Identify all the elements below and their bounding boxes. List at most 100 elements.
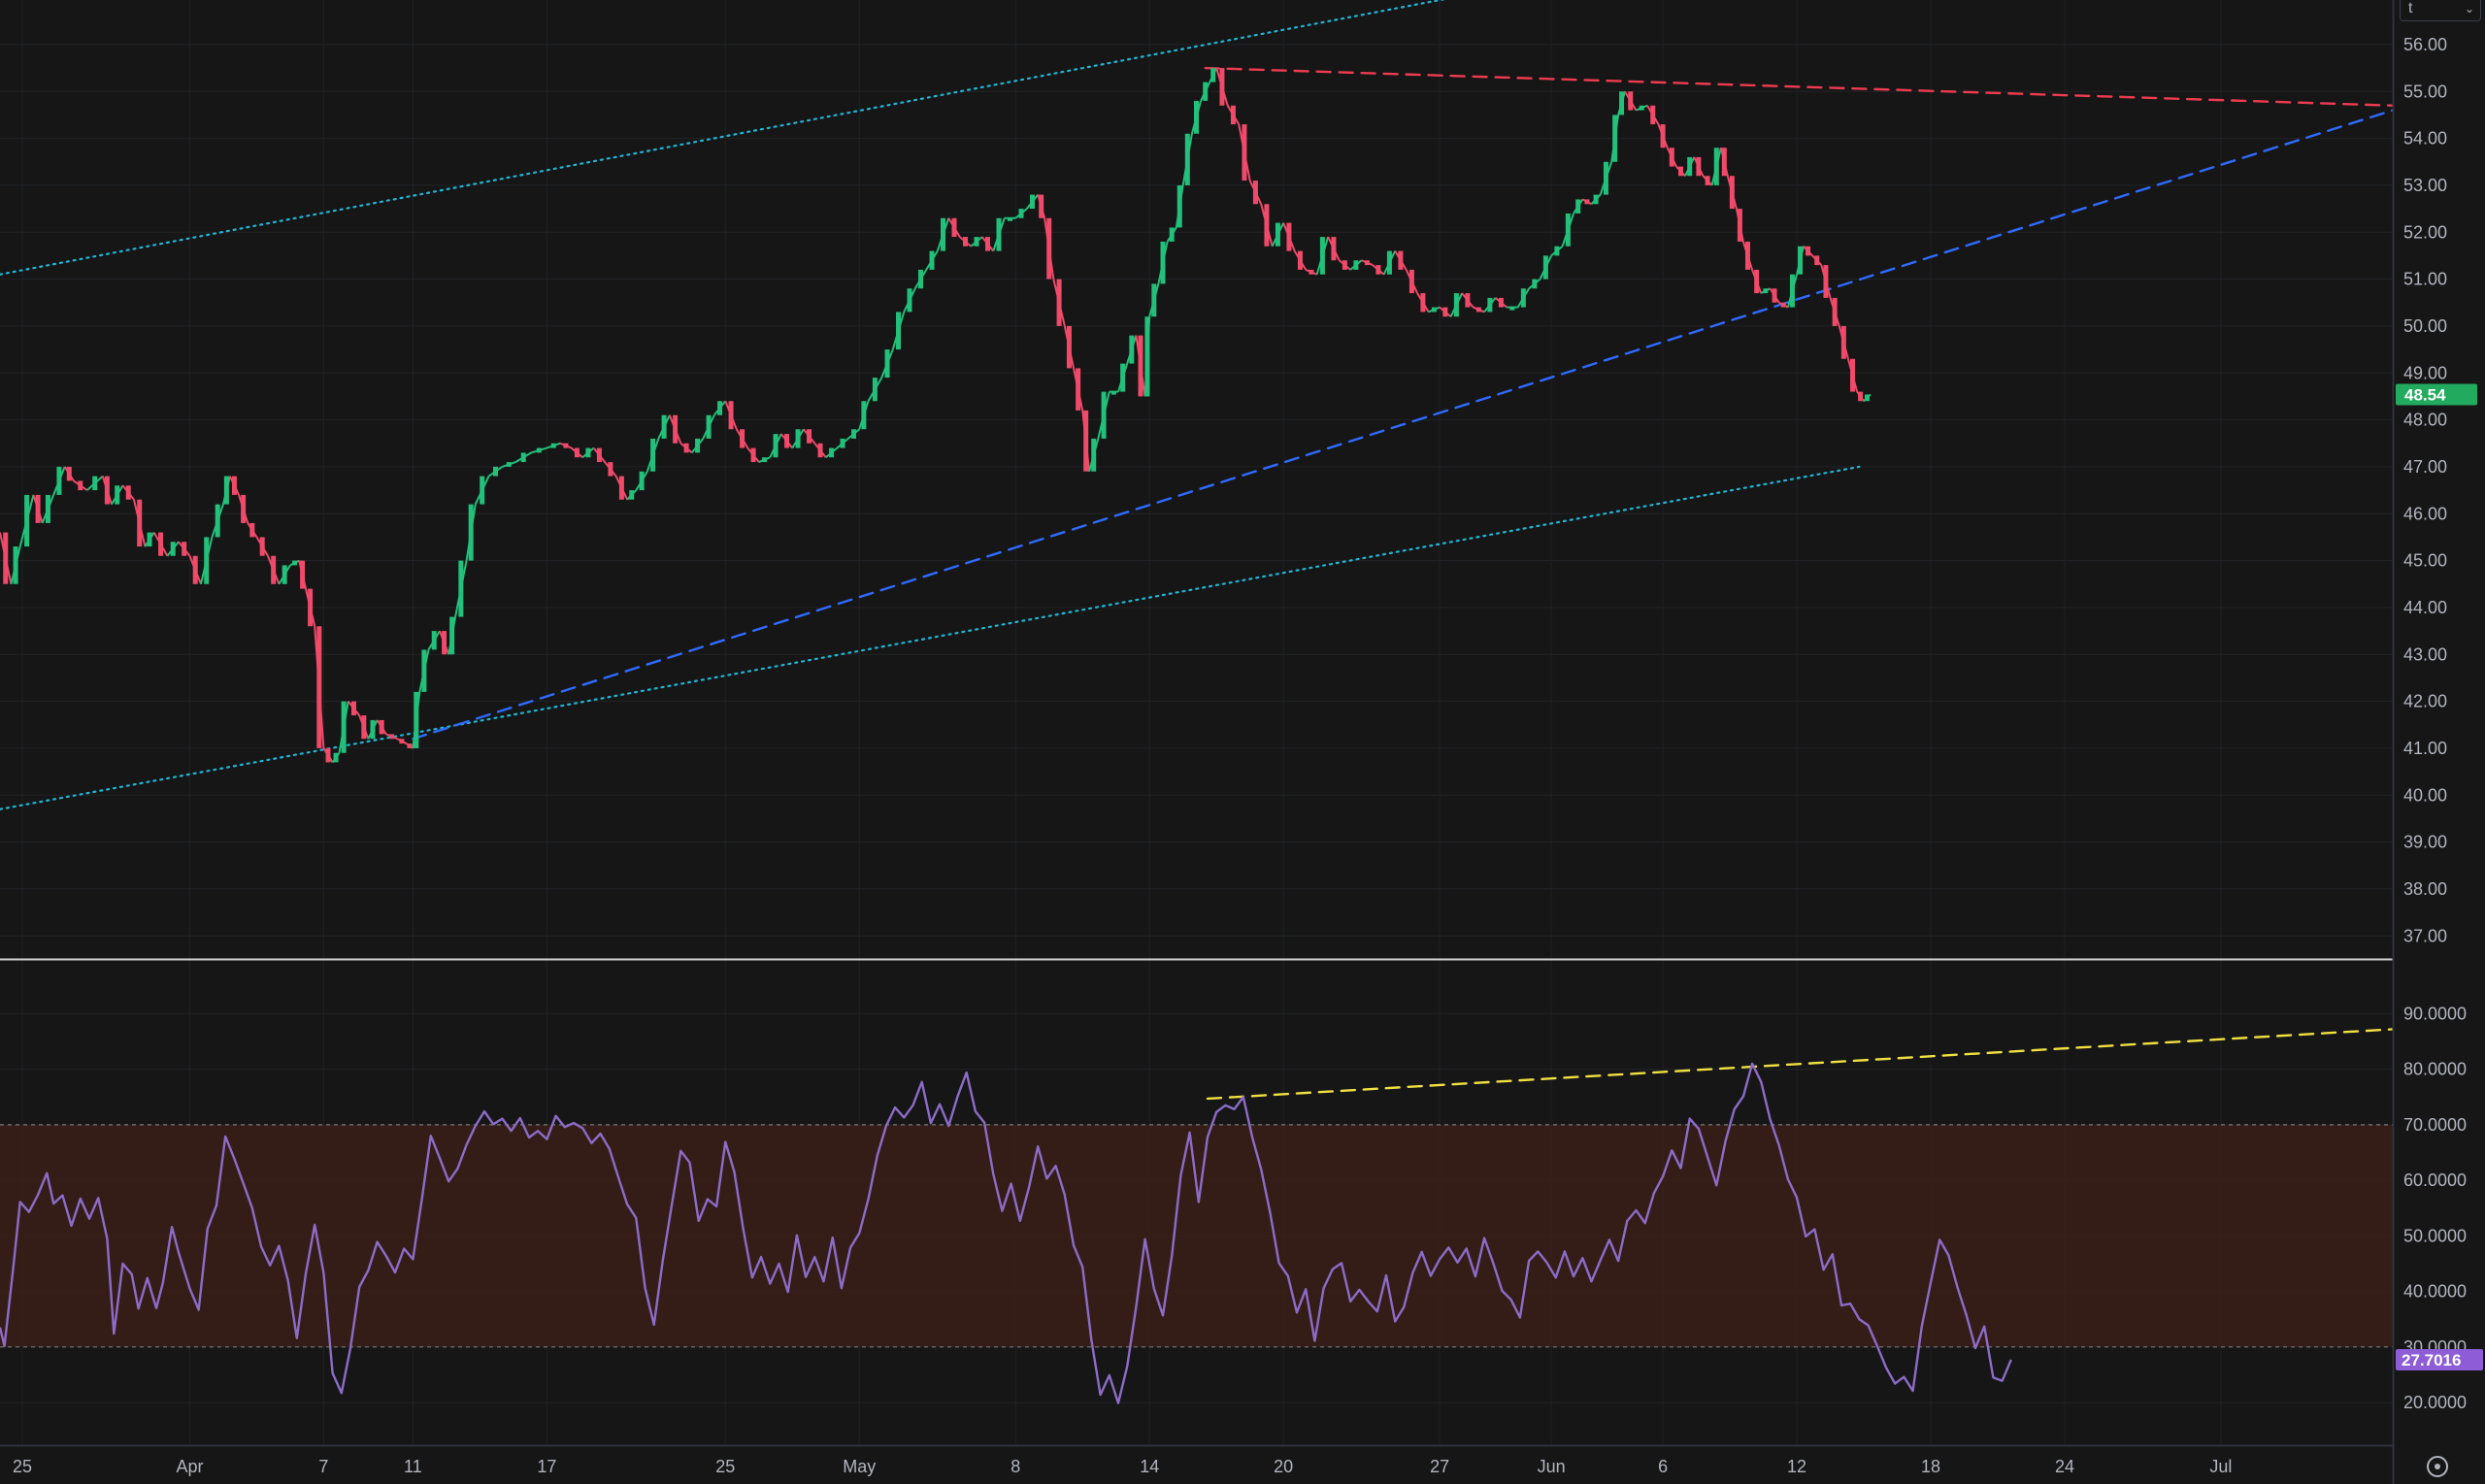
price-candle [563, 443, 569, 448]
support-trendline [412, 109, 2395, 741]
rsi-tick-label: 80.0000 [2403, 1060, 2467, 1079]
price-candle [414, 691, 419, 748]
price-candle [996, 217, 1002, 251]
price-candle [1091, 438, 1097, 472]
price-candle [300, 560, 306, 589]
price-candle [506, 462, 512, 467]
time-tick-label: 25 [13, 1457, 32, 1476]
rsi-tick-label: 40.0000 [2403, 1282, 2467, 1302]
price-candle [807, 429, 812, 444]
price-candle [1056, 279, 1062, 326]
price-candle [608, 462, 613, 477]
price-candle [56, 466, 62, 495]
price-candle [1763, 288, 1769, 294]
price-tick-label: 44.00 [2403, 598, 2447, 617]
price-tick-label: 43.00 [2403, 644, 2447, 664]
price-candle [125, 485, 131, 500]
price-candle [223, 476, 229, 505]
rsi-tick-label: 60.0000 [2403, 1171, 2467, 1190]
price-candle [1138, 335, 1143, 397]
time-tick-label: Jul [2209, 1457, 2232, 1476]
price-candle [1144, 316, 1150, 397]
price-tick-label: 47.00 [2403, 457, 2447, 477]
price-candle [1176, 184, 1182, 228]
price-candle [66, 466, 72, 481]
price-candle [1375, 265, 1381, 275]
price-candle [1242, 124, 1247, 181]
price-candle [1780, 302, 1786, 308]
price-candle [618, 476, 624, 500]
symbol-label: t [2408, 0, 2413, 16]
time-tick-label: Apr [176, 1457, 203, 1476]
time-tick-label: 7 [318, 1457, 328, 1476]
price-candle [1398, 250, 1404, 270]
price-candle [215, 504, 220, 538]
price-candle [399, 739, 405, 744]
price-candle [1789, 274, 1795, 308]
price-candle [1319, 237, 1325, 275]
last-rsi-label: 27.7016 [2402, 1351, 2461, 1369]
price-candle [341, 701, 347, 753]
price-candle [1386, 250, 1392, 275]
price-candle [1744, 241, 1750, 270]
price-candle [231, 476, 237, 495]
price-candle [728, 401, 734, 430]
price-candle [706, 414, 712, 439]
price-candle [282, 565, 287, 584]
price-candle [896, 312, 902, 350]
time-tick-label: 12 [1787, 1457, 1806, 1476]
price-candle [1475, 307, 1481, 313]
time-tick-label: 18 [1921, 1457, 1940, 1476]
price-candle [1612, 115, 1618, 162]
price-tick-label: 50.00 [2403, 316, 2447, 336]
price-candle [1705, 176, 1710, 185]
time-tick-label: 24 [2055, 1457, 2074, 1476]
price-tick-label: 56.00 [2403, 35, 2447, 54]
price-candle [24, 494, 30, 547]
price-candle [1331, 237, 1337, 261]
price-candle [629, 490, 635, 500]
price-candle [773, 434, 779, 458]
price-candle [974, 237, 979, 247]
price-candle [1442, 307, 1448, 317]
price-candle [78, 480, 83, 491]
price-candle [442, 631, 447, 655]
price-candle [1772, 288, 1777, 303]
price-candle [1584, 199, 1590, 205]
rsi-axis[interactable]: 90.0000 80.0000 70.0000 60.0000 50.0000 40.00… [2403, 1004, 2467, 1412]
price-candle [361, 715, 367, 740]
price-candle [784, 434, 790, 448]
gear-icon[interactable] [2427, 1456, 2448, 1477]
price-candle [536, 447, 542, 453]
price-axis[interactable]: 56.00 55.00 54.00 53.00 52.00 51.00 50.00 49.00… [2403, 35, 2447, 945]
price-candle [1007, 217, 1012, 221]
last-price-tag [2396, 383, 2477, 406]
price-candle [1575, 199, 1581, 214]
price-candle [1542, 255, 1548, 280]
price-candle [829, 447, 835, 458]
price-candle [292, 560, 298, 566]
price-candle [817, 443, 823, 458]
price-candle [1487, 297, 1493, 313]
price-candle [1066, 325, 1072, 369]
price-candle [1806, 246, 1811, 256]
time-axis[interactable]: 25 Apr 7 11 17 25 May 8 14 20 27 Jun 6 12 18 24 Jul [13, 1457, 2232, 1476]
price-candle [170, 542, 176, 556]
price-candle [1729, 176, 1735, 210]
price-candle [1593, 194, 1599, 205]
price-candle [1840, 325, 1846, 359]
price-tick-label: 39.00 [2403, 833, 2447, 852]
price-candle [1169, 227, 1175, 242]
symbol-selector[interactable]: t ⌄ [2400, 0, 2481, 21]
channel-line [0, 465, 1861, 810]
price-tick-label: 41.00 [2403, 739, 2447, 758]
price-candle [1420, 293, 1426, 313]
rsi-series [0, 1062, 2012, 1404]
price-candle [1858, 391, 1864, 402]
price-candle [147, 532, 152, 547]
price-candle [1408, 269, 1414, 294]
trendlines [0, 0, 2395, 1101]
price-candle [333, 752, 339, 763]
price-tick-label: 51.00 [2403, 270, 2447, 289]
